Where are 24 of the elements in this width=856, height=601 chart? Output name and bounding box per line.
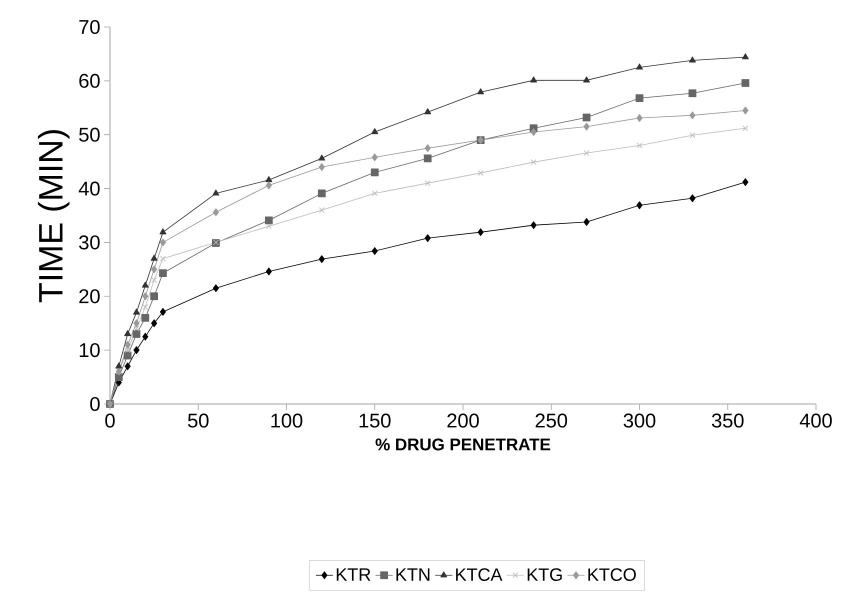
- y-tick-label: 10: [80, 343, 100, 358]
- y-tick-label: 50: [79, 128, 100, 142]
- x-tick-label: 200: [447, 414, 479, 428]
- x-axis-title: % DRUG PENETRATE: [376, 438, 550, 450]
- y-tick-label: 60: [79, 74, 100, 88]
- x-tick-label: 100: [271, 414, 302, 428]
- x-tick-label: 350: [712, 414, 744, 428]
- legend-label: KTCA: [456, 568, 502, 581]
- y-tick-label: 20: [79, 289, 100, 304]
- y-tick-label: 0: [90, 396, 100, 412]
- y-tick-label: 30: [79, 235, 100, 250]
- x-tick-label: 50: [188, 414, 209, 428]
- y-axis-title: TIME (MIN): [38, 130, 70, 302]
- legend-label: KTG: [528, 568, 562, 581]
- legend-label: KTR: [336, 568, 370, 581]
- legend-label: KTN: [396, 568, 430, 581]
- x-tick-label: 250: [536, 414, 568, 428]
- x-tick-label: 400: [800, 414, 832, 428]
- y-tick-label: 40: [78, 182, 100, 196]
- legend-label: KTCO: [588, 568, 636, 581]
- x-tick-label: 150: [360, 414, 391, 428]
- x-tick-label: 300: [624, 414, 656, 428]
- x-tick-label: 0: [105, 414, 115, 428]
- y-tick-label: 70: [79, 20, 100, 34]
